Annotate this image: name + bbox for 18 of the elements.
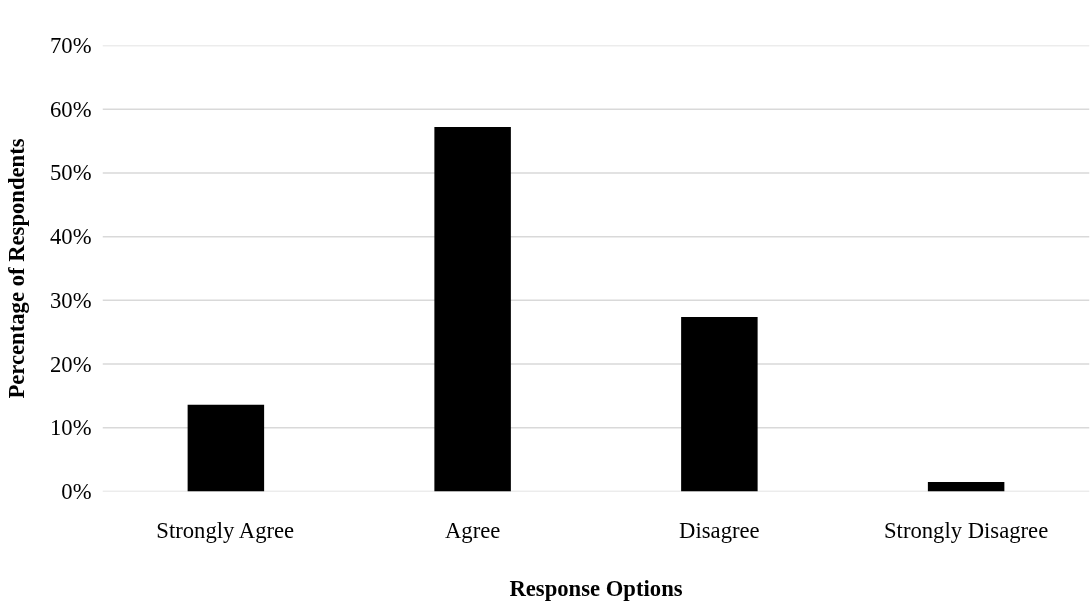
y-tick-label: 20% (49, 351, 92, 377)
y-tick-label: 0% (61, 479, 92, 504)
y-tick-label: 40% (49, 224, 92, 250)
bar (434, 127, 511, 492)
y-tick-label: 10% (49, 415, 92, 441)
y-tick-label: 70% (49, 33, 92, 58)
x-tick-label: Disagree (679, 517, 760, 543)
x-tick-label: Strongly Agree (156, 517, 295, 543)
bar (927, 481, 1005, 492)
x-tick-label: Strongly Disagree (884, 517, 1049, 543)
x-axis-title: Response Options (509, 575, 683, 601)
x-tick-label: Agree (444, 517, 501, 543)
bar (187, 404, 265, 492)
bar (681, 316, 758, 492)
y-axis-title: Percentage of Respondents (3, 138, 29, 399)
y-tick-label: 50% (49, 160, 92, 186)
y-tick-label: 30% (49, 287, 92, 313)
y-tick-label: 60% (49, 96, 92, 122)
